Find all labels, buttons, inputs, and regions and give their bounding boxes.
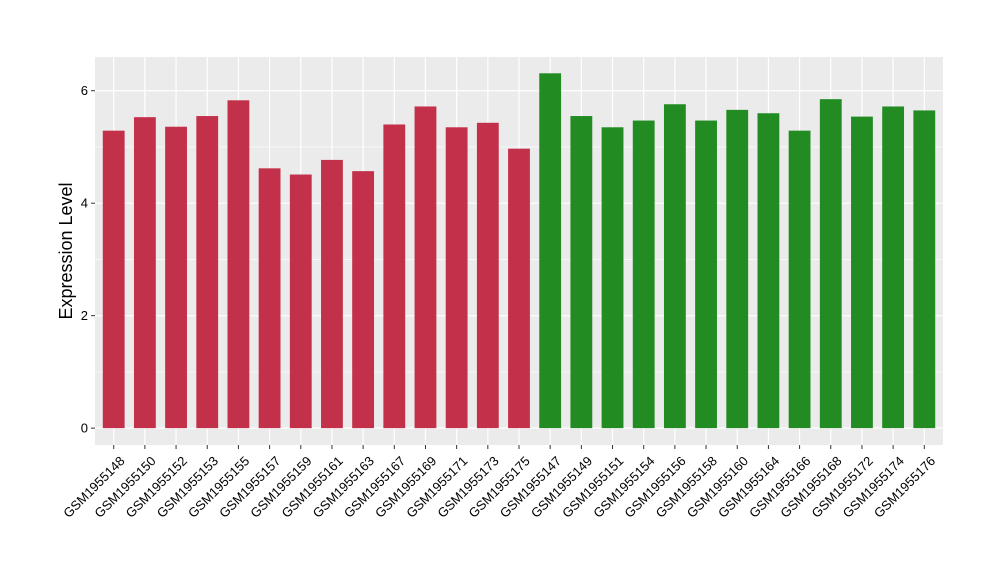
bar-GSM1955173 [476,122,499,429]
bar-GSM1955169 [414,106,437,429]
bar-GSM1955175 [508,148,530,429]
y-axis: 0 2 4 6 [81,83,95,436]
bar-GSM1955149 [570,116,593,429]
y-tick-label: 6 [81,83,88,98]
bar-GSM1955150 [133,117,156,429]
bar-GSM1955154 [632,120,655,429]
bar-GSM1955157 [258,168,281,429]
y-tick-label: 0 [81,421,88,436]
bar-GSM1955152 [165,126,187,429]
bar-GSM1955174 [882,106,905,429]
bar-GSM1955171 [445,127,468,429]
bar-GSM1955168 [819,99,842,429]
bar-GSM1955164 [757,113,780,429]
y-tick-label: 4 [81,196,88,211]
y-axis-title: Expression Level [56,182,76,319]
bar-GSM1955163 [352,171,375,429]
bar-GSM1955147 [539,73,562,429]
x-axis: GSM1955148GSM1955150GSM1955152GSM1955153… [60,445,938,521]
bars [102,73,936,429]
bar-GSM1955161 [321,159,343,429]
bar-GSM1955151 [601,127,624,429]
bar-GSM1955148 [102,130,125,429]
bar-GSM1955167 [383,124,406,429]
bar-GSM1955156 [663,104,686,429]
bar-GSM1955176 [913,110,936,429]
bar-GSM1955153 [196,116,219,429]
bar-GSM1955155 [227,100,250,429]
bar-GSM1955159 [289,174,312,429]
y-tick-label: 2 [81,308,88,323]
bar-GSM1955158 [695,120,717,429]
bar-GSM1955166 [788,130,811,429]
bar-GSM1955160 [726,109,749,429]
bar-GSM1955172 [851,116,873,429]
